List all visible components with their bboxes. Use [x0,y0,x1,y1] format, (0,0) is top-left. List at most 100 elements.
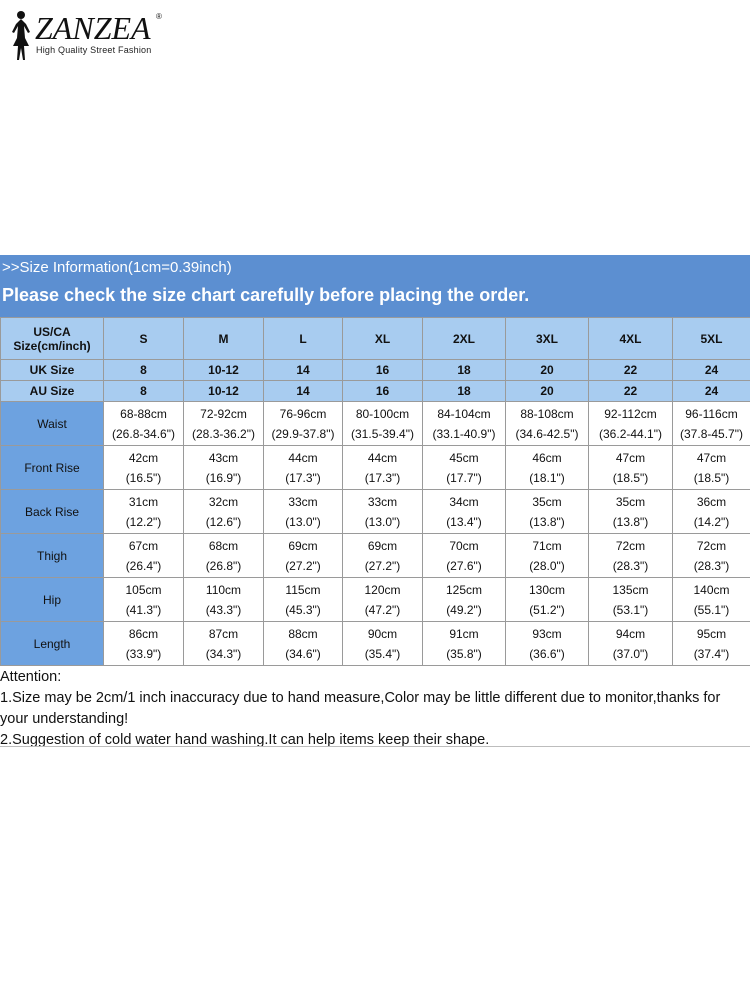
cm-value: 110cm [205,582,242,597]
inch-value: (17.3") [364,470,401,485]
inch-value: (29.9-37.8") [271,426,335,441]
measurement-row: Hip 105cm (41.3") 110cm (43.3") 115cm (45.3") 1… [0,577,750,622]
inch-value: (35.4") [364,646,401,661]
measurement-cell: 35cm (13.8") [505,489,589,534]
measurement-cell: 71cm (28.0") [505,533,589,578]
inch-value: (12.2") [125,514,162,529]
cm-value: 47cm [696,450,727,465]
cm-value: 36cm [696,494,727,509]
cm-value: 140cm [693,582,730,597]
measurement-cell: 45cm (17.7") [422,445,506,490]
measurement-label: Waist [0,401,104,446]
inch-value: (47.2") [364,602,401,617]
measurement-cell: 34cm (13.4") [422,489,506,534]
size-2xl: 2XL [422,317,506,360]
us-ca-size-label: US/CA Size(cm/inch) [0,317,104,360]
inch-value: (13.0") [285,514,321,529]
inch-value: (35.8") [446,646,482,661]
size-5xl: 5XL [672,317,750,360]
attention-title: Attention: [0,669,62,685]
size-info-title: >>Size Information(1cm=0.39inch) [2,259,232,276]
cm-value: 72-92cm [200,406,247,421]
brand-name: ZANZEA [35,10,151,46]
cm-value: 32cm [208,494,239,509]
measurement-cell: 68cm (26.8") [183,533,264,578]
woman-silhouette-icon [12,11,30,60]
inch-value: (13.8") [612,514,649,529]
inch-value: (31.5-39.4") [351,426,414,441]
size-header-row: US/CA Size(cm/inch) S M L XL 2XL 3XL 4XL 5XL [0,317,750,360]
cm-value: 76-96cm [279,406,327,421]
measurement-cell: 120cm (47.2") [342,577,423,622]
size-l: L [263,317,343,360]
uk-size-cell: 14 [263,359,343,381]
measurement-cell: 72cm (28.3") [588,533,673,578]
inch-value: (34.6") [285,646,321,661]
inch-value: (28.3") [612,558,649,573]
measurement-cell: 80-100cm (31.5-39.4") [342,401,423,446]
cm-value: 94cm [615,626,646,641]
cm-value: 88cm [288,626,318,641]
cm-value: 35cm [532,494,562,509]
inch-value: (45.3") [285,602,321,617]
inch-value: (43.3") [205,602,242,617]
size-info-banner: >>Size Information(1cm=0.39inch) Please … [0,255,750,317]
inch-value: (33.9") [125,646,162,661]
au-size-cell: 16 [342,380,423,402]
size-4xl: 4XL [588,317,673,360]
inch-value: (16.5") [125,470,162,485]
size-m: M [183,317,264,360]
brand-logo: ZANZEA ® High Quality Street Fashion [8,8,208,64]
size-3xl: 3XL [505,317,589,360]
cm-value: 87cm [208,626,239,641]
measurement-cell: 76-96cm (29.9-37.8") [263,401,343,446]
inch-value: (51.2") [529,602,565,617]
cm-value: 33cm [367,494,398,509]
registered-mark: ® [156,12,162,21]
measurement-cell: 90cm (35.4") [342,621,423,666]
measurement-cell: 93cm (36.6") [505,621,589,666]
cm-value: 130cm [528,582,566,597]
attention-note-1: 1.Size may be 2cm/1 inch inaccuracy due … [0,690,721,727]
size-xl: XL [342,317,423,360]
au-size-cell: 14 [263,380,343,402]
cm-value: 86cm [128,626,159,641]
inch-value: (16.9") [205,470,242,485]
measurement-cell: 96-116cm (37.8-45.7") [672,401,750,446]
cm-value: 72cm [696,538,727,553]
measurement-cell: 36cm (14.2") [672,489,750,534]
measurement-cell: 44cm (17.3") [263,445,343,490]
measurement-label: Back Rise [0,489,104,534]
cm-value: 96-116cm [685,406,738,421]
measurement-cell: 47cm (18.5") [588,445,673,490]
cm-value: 125cm [445,582,483,597]
measurement-cell: 125cm (49.2") [422,577,506,622]
cm-value: 33cm [288,494,318,509]
cm-value: 68-88cm [120,406,167,421]
inch-value: (17.7") [446,470,482,485]
inch-value: (37.0") [612,646,649,661]
measurement-cell: 135cm (53.1") [588,577,673,622]
inch-value: (14.2") [693,514,730,529]
cm-value: 93cm [532,626,562,641]
cm-value: 90cm [367,626,398,641]
measurement-cell: 84-104cm (33.1-40.9") [422,401,506,446]
uk-size-cell: 18 [422,359,506,381]
measurement-cell: 47cm (18.5") [672,445,750,490]
inch-value: (18.5") [693,470,730,485]
measurement-cell: 72cm (28.3") [672,533,750,578]
inch-value: (36.6") [529,646,565,661]
measurement-cell: 33cm (13.0") [342,489,423,534]
inch-value: (18.5") [612,470,649,485]
cm-value: 42cm [128,450,159,465]
cm-value: 34cm [449,494,479,509]
measurement-row: Waist 68-88cm (26.8-34.6") 72-92cm (28.3-36.… [0,401,750,446]
inch-value: (27.2") [364,558,401,573]
brand-tagline: High Quality Street Fashion [36,45,152,55]
measurement-row: Thigh 67cm (26.4") 68cm (26.8") 69cm (27.2") 69… [0,533,750,578]
measurement-cell: 88cm (34.6") [263,621,343,666]
measurement-cell: 91cm (35.8") [422,621,506,666]
au-size-cell: 8 [103,380,184,402]
cm-value: 44cm [288,450,318,465]
au-size-cell: 18 [422,380,506,402]
